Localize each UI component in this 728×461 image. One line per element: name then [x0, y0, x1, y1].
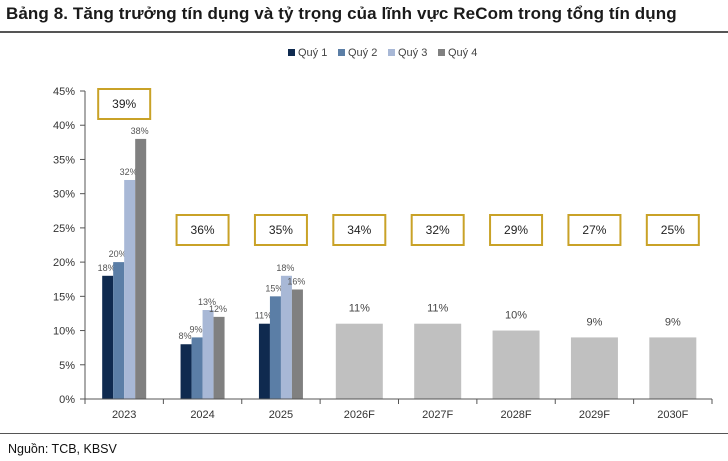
y-tick-label: 35% [53, 154, 75, 166]
x-tick-label: 2029F [579, 409, 610, 421]
data-label: 11% [427, 303, 448, 315]
y-tick-label: 40% [53, 120, 75, 132]
share-label: 35% [269, 223, 293, 237]
data-label: 12% [209, 304, 227, 314]
bars: 18%20%32%38%8%9%13%12%11%15%18%16%11% 11%… [98, 126, 697, 399]
legend-swatch-q3 [388, 49, 395, 56]
x-tick-label: 2030F [657, 409, 688, 421]
share-box [567, 214, 622, 246]
share-box [410, 214, 465, 246]
bar-forecast [492, 330, 540, 399]
share-box [489, 214, 544, 246]
bar-q4 [213, 316, 225, 399]
data-label: 15% [265, 283, 283, 293]
share-label: 25% [661, 223, 685, 237]
share-label: 29% [504, 223, 528, 237]
bar-q1 [180, 344, 192, 399]
data-label: 8% [179, 331, 192, 341]
source-note: Nguồn: TCB, KBSV [8, 442, 117, 456]
data-label: 20% [109, 249, 127, 259]
bar-q1 [258, 323, 270, 399]
bar-forecast [570, 337, 618, 399]
x-axis: 2023 2024 2025 2026F 2027F 2028F 2029F 2030F [84, 398, 713, 421]
bar-q3 [124, 179, 136, 399]
data-label: 18% [98, 263, 116, 273]
y-tick-label: 20% [53, 257, 75, 269]
legend-label: Quý 1 [298, 47, 327, 59]
bar-forecast [414, 323, 462, 399]
source-rule [0, 433, 728, 434]
x-tick-label: 2027F [422, 409, 453, 421]
y-tick-label: 25% [53, 223, 75, 235]
title-rule [0, 31, 728, 33]
legend-swatch-q4 [438, 49, 445, 56]
bar-q2 [113, 262, 125, 399]
share-boxes: 39% 36% 35% 34% 32% 29% 27% 25% [97, 88, 700, 246]
share-box [645, 214, 700, 246]
share-label: 36% [191, 223, 215, 237]
y-tick-label: 0% [59, 394, 75, 406]
bar-forecast [335, 323, 383, 399]
data-label: 9% [665, 316, 681, 328]
legend-swatch-q2 [338, 49, 345, 56]
chart-title: Bảng 8. Tăng trưởng tín dụng và tỷ trọng… [6, 4, 677, 23]
y-tick-label: 15% [53, 291, 75, 303]
data-label: 32% [120, 167, 138, 177]
share-label: 32% [426, 223, 450, 237]
share-box [175, 214, 230, 246]
x-tick-label: 2025 [269, 409, 293, 421]
share-box [97, 88, 152, 120]
data-label: 38% [131, 126, 149, 136]
y-tick-label: 5% [59, 360, 75, 372]
data-label: 9% [190, 324, 203, 334]
data-label: 16% [287, 276, 305, 286]
y-tick-label: 30% [53, 189, 75, 201]
x-tick-label: 2023 [112, 409, 136, 421]
x-tick-label: 2024 [190, 409, 214, 421]
legend-label: Quý 3 [398, 47, 427, 59]
data-label: 13% [198, 297, 216, 307]
legend-swatch-q1 [288, 49, 295, 56]
data-label: 10% [505, 310, 527, 322]
bar-q2 [191, 337, 203, 399]
share-label: 27% [582, 223, 606, 237]
legend-label: Quý 2 [348, 47, 377, 59]
y-tick-label: 45% [53, 86, 75, 98]
data-label: 11% [349, 303, 370, 315]
data-label: 11% [255, 311, 272, 321]
x-tick-label: 2028F [500, 409, 531, 421]
y-tick-label: 10% [53, 326, 75, 338]
data-label: 18% [276, 263, 294, 273]
x-tick-label: 2026F [344, 409, 375, 421]
bar-q1 [102, 275, 114, 399]
bar-q2 [269, 296, 281, 399]
share-box [332, 214, 387, 246]
share-box [253, 214, 308, 246]
bar-q4 [291, 289, 303, 399]
y-axis: 0% 5% 10% 15% 20% 25% 30% 35% 40% 45% [53, 86, 86, 406]
bar-q3 [202, 310, 214, 399]
bar-q4 [135, 138, 147, 399]
data-label: 9% [586, 316, 602, 328]
share-label: 34% [347, 223, 371, 237]
bar-q3 [280, 275, 292, 399]
legend-label: Quý 4 [448, 47, 477, 59]
legend: Quý 1 Quý 2 Quý 3 Quý 4 [288, 47, 477, 59]
bar-forecast [649, 337, 697, 399]
share-label: 39% [112, 97, 136, 111]
